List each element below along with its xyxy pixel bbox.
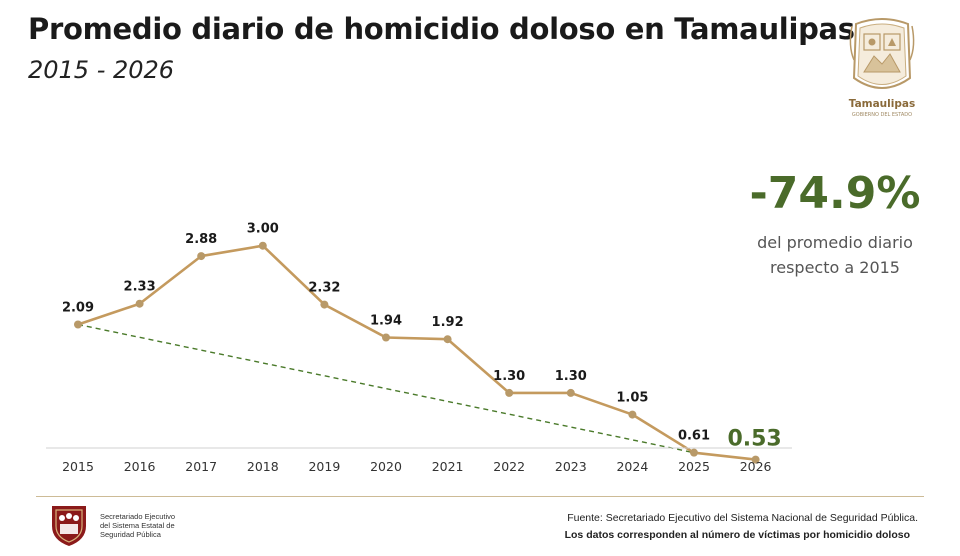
percent-desc-line2: respecto a 2015 xyxy=(770,258,900,277)
footer-divider xyxy=(36,496,924,497)
data-label-2026: 0.53 xyxy=(727,427,781,452)
data-point-2026 xyxy=(751,455,760,464)
x-tick-2016: 2016 xyxy=(124,459,156,474)
page-subtitle: 2015 - 2026 xyxy=(28,56,175,84)
line-chart: 2.09 2.33 2.88 3.00 2.32 1.94 1.92 1.30 1.30 1.05… xyxy=(46,222,792,474)
x-tick-2020: 2020 xyxy=(370,459,402,474)
data-label-2018: 3.00 xyxy=(247,222,279,237)
data-label-2022: 1.30 xyxy=(493,369,525,384)
data-label-2016: 2.33 xyxy=(124,280,156,295)
data-point-2021 xyxy=(443,335,452,344)
tamaulipas-seal-icon xyxy=(849,18,915,89)
data-point-2022 xyxy=(505,388,514,397)
x-tick-2017: 2017 xyxy=(185,459,217,474)
footer-org-line2: del Sistema Estatal de xyxy=(100,521,175,530)
data-point-2023 xyxy=(566,388,575,397)
percent-change: -74.9% xyxy=(749,168,921,219)
x-tick-2015: 2015 xyxy=(62,459,94,474)
data-point-2015 xyxy=(74,320,82,329)
series-line xyxy=(77,244,756,461)
sesesp-shield-icon xyxy=(52,506,86,546)
percent-change-description: del promedio diario respecto a 2015 xyxy=(720,230,950,280)
data-label-2020: 1.94 xyxy=(370,313,402,328)
data-point-2017 xyxy=(197,252,206,261)
data-label-2017: 2.88 xyxy=(185,232,217,247)
x-tick-2024: 2024 xyxy=(616,459,648,474)
x-tick-2026: 2026 xyxy=(740,459,772,474)
x-tick-2022: 2022 xyxy=(493,459,525,474)
data-point-2018 xyxy=(258,241,267,250)
footer-note: Los datos corresponden al número de víct… xyxy=(564,529,910,541)
data-label-2025: 0.61 xyxy=(678,429,710,444)
data-label-2015: 2.09 xyxy=(62,301,94,316)
footer-org-line1: Secretariado Ejecutivo xyxy=(100,512,176,521)
footer-org-name: Secretariado Ejecutivo del Sistema Estat… xyxy=(100,512,175,539)
data-point-2020 xyxy=(382,333,390,342)
footer-source: Fuente: Secretariado Ejecutivo del Siste… xyxy=(567,512,918,524)
data-point-2024 xyxy=(628,410,637,419)
data-points-layer xyxy=(74,241,760,464)
percent-desc-line1: del promedio diario xyxy=(757,233,913,252)
x-tick-2021: 2021 xyxy=(432,459,464,474)
x-tick-2025: 2025 xyxy=(678,459,710,474)
logo-tagline: GOBIERNO DEL ESTADO xyxy=(851,112,913,118)
series-line-layer xyxy=(77,244,756,461)
x-tick-labels-layer: 2015 2016 2017 2018 2019 2020 2021 2022 2023 2024… xyxy=(62,459,771,474)
data-point-2025 xyxy=(690,448,698,457)
trend-line-layer xyxy=(77,323,695,454)
data-point-2016 xyxy=(135,299,144,308)
data-labels-layer: 2.09 2.33 2.88 3.00 2.32 1.94 1.92 1.30 1.30 1.05… xyxy=(62,222,782,452)
page-title: Promedio diario de homicidio doloso en T… xyxy=(28,12,855,46)
trend-line xyxy=(77,323,695,454)
data-label-2024: 1.05 xyxy=(616,391,648,406)
data-label-2023: 1.30 xyxy=(555,369,587,384)
data-label-2021: 1.92 xyxy=(432,315,464,330)
footer-org-line3: Seguridad Pública xyxy=(100,530,161,539)
x-tick-2018: 2018 xyxy=(247,459,279,474)
x-tick-2023: 2023 xyxy=(555,459,587,474)
data-point-2019 xyxy=(320,300,329,309)
logo-name: Tamaulipas xyxy=(848,98,916,110)
data-label-2019: 2.32 xyxy=(308,281,340,296)
x-tick-2019: 2019 xyxy=(308,459,340,474)
